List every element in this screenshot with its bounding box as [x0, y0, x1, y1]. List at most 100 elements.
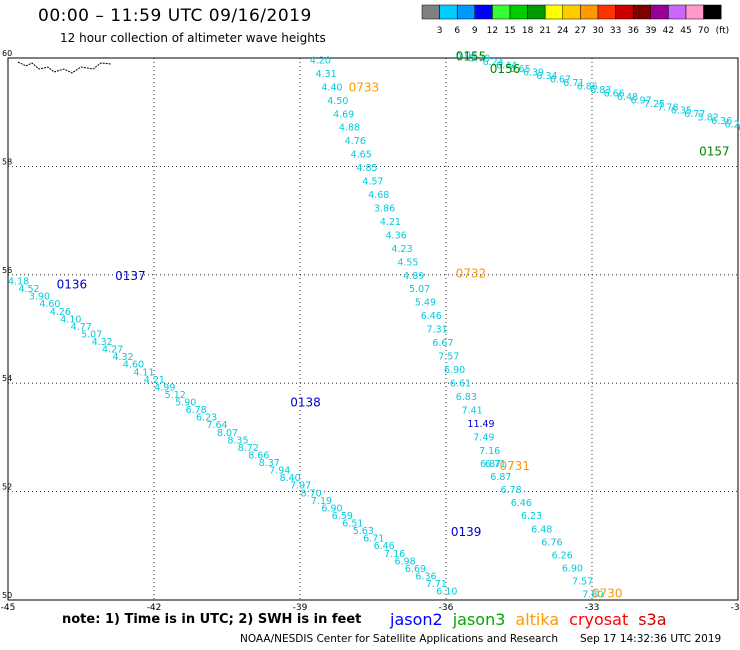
- wave-height-value: 8.66: [248, 450, 269, 461]
- wave-height-value: 6.48: [617, 92, 638, 103]
- wave-height-value: 5.90: [175, 398, 196, 409]
- wave-height-value: 6.66: [604, 88, 625, 99]
- wave-height-value: 6.71: [485, 459, 506, 470]
- wave-height-value: 7.71: [426, 579, 447, 590]
- wave-height-value: 6.78: [186, 405, 207, 416]
- wave-height-value: 7.16: [384, 549, 405, 560]
- scale-label: 12: [487, 26, 498, 36]
- wave-height-value: 6.67: [550, 74, 571, 85]
- wave-height-value: 6.?: [738, 123, 740, 134]
- satellite-jason3: jason3: [452, 610, 506, 629]
- wave-height-value: 4.57: [362, 177, 383, 188]
- wave-height-value: 4.77: [71, 322, 92, 333]
- pass-label: 0732: [456, 267, 487, 281]
- wave-height-value: 4.50: [327, 96, 348, 107]
- wave-height-value: 6.48: [531, 524, 552, 535]
- scale-label: 6: [454, 26, 460, 36]
- wave-height-value: 7.31: [427, 325, 448, 336]
- pass-label: 0138: [290, 396, 321, 410]
- wave-height-value: 6.46: [374, 541, 395, 552]
- wave-height-value: 4.55: [397, 257, 418, 268]
- wave-height-value: 8.72: [238, 443, 259, 454]
- wave-height-value: 4.27: [102, 345, 123, 356]
- wave-height-value: 6.39: [523, 67, 544, 78]
- wave-height-value: 6.24: [483, 57, 504, 68]
- y-tick-label: 60: [2, 49, 12, 58]
- wave-height-value: 6.97: [630, 95, 651, 106]
- wave-height-value: 6.65: [509, 64, 530, 75]
- scale-label: 27: [575, 26, 586, 36]
- wave-height-value: 6.76: [541, 537, 562, 548]
- wave-height-value: 4.69: [333, 109, 354, 120]
- timestamp: Sep 17 14:32:36 UTC 2019: [580, 633, 722, 645]
- chart-subtitle: 12 hour collection of altimeter wave hei…: [60, 31, 326, 45]
- wave-height-value: 4.10: [60, 314, 81, 325]
- wave-height-value: 4.11: [133, 367, 154, 378]
- wave-height-value: 6.67: [432, 338, 453, 349]
- scale-label: 24: [557, 26, 569, 36]
- wave-height-value: 7.49: [473, 432, 494, 443]
- scale-label: 36: [627, 26, 639, 36]
- satellite-s3a: s3a: [638, 610, 667, 629]
- wave-height-value: 6.44: [496, 60, 517, 71]
- wave-height-value: 5.07: [409, 284, 430, 295]
- y-tick-label: 52: [2, 483, 12, 492]
- wave-height-value: 6.90: [321, 503, 342, 514]
- scale-label: 18: [522, 26, 534, 36]
- pass-label: 0157: [699, 145, 730, 159]
- x-tick-label: -30: [731, 603, 740, 613]
- wave-height-value: 6.36: [415, 571, 436, 582]
- wave-height-value: 6.24: [725, 120, 740, 131]
- scale-label: 9: [472, 26, 478, 36]
- wave-height-value: 6.71: [363, 534, 384, 545]
- x-tick-label: -39: [293, 603, 308, 613]
- wave-height-value: 6.61: [450, 378, 471, 389]
- pass-label: 0137: [115, 269, 146, 283]
- scale-label: 39: [645, 26, 657, 36]
- wave-height-value: 5.49: [415, 298, 436, 309]
- wave-height-value: 7.16: [479, 446, 500, 457]
- scale-label: 45: [680, 26, 691, 36]
- x-tick-label: -33: [585, 603, 600, 613]
- wave-height-value: 8.37: [259, 458, 280, 469]
- scale-label: 70: [698, 26, 710, 36]
- units-note: note: 1) Time is in UTC; 2) SWH is in fe…: [62, 612, 362, 627]
- wave-height-value: 7.19: [311, 496, 332, 507]
- scale-label: 15: [504, 26, 515, 36]
- wave-height-value: 4.60: [123, 360, 144, 371]
- scale-label: 30: [592, 26, 604, 36]
- x-tick-label: -45: [1, 603, 16, 613]
- wave-height-value: 4.60: [39, 299, 60, 310]
- satellite-cryosat: cryosat: [569, 610, 629, 629]
- wave-height-value: 4.52: [18, 284, 39, 295]
- wave-height-value: 6.23: [196, 413, 217, 424]
- wave-height-value: 7.57: [438, 352, 459, 363]
- wave-height-value: 6.87: [490, 472, 511, 483]
- wave-height-value: 11.49: [467, 419, 494, 430]
- scale-label: 3: [437, 26, 443, 36]
- pass-label: 0156: [490, 62, 521, 76]
- scale-label: 33: [610, 26, 621, 36]
- y-tick-label: 56: [2, 266, 12, 275]
- scale-unit: (ft): [716, 26, 730, 36]
- credit-line: NOAA/NESDIS Center for Satellite Applica…: [240, 633, 558, 645]
- wave-height-value: 6.36: [711, 116, 732, 127]
- wave-height-value: 6.83: [590, 85, 611, 96]
- pass-label: 0155: [456, 50, 487, 64]
- wave-height-value: 6.35: [671, 106, 692, 117]
- wave-height-value: 5.07: [81, 329, 102, 340]
- plot-frame: [7, 57, 739, 601]
- wave-height-value: 8.70: [300, 488, 321, 499]
- wave-height-value: 4.85: [356, 163, 377, 174]
- wave-height-value: 6.78: [501, 485, 522, 496]
- wave-height-value: 7.97: [290, 481, 311, 492]
- wave-height-value: 4.76: [345, 136, 366, 147]
- pass-label: 0733: [349, 81, 380, 95]
- wave-height-value: 6.86: [577, 81, 598, 92]
- wave-height-value: 7.25: [644, 99, 665, 110]
- x-tick-label: -36: [439, 603, 454, 613]
- coastline: [17, 61, 112, 74]
- wave-height-value: 8.35: [227, 435, 248, 446]
- wave-height-value: 5.12: [165, 390, 186, 401]
